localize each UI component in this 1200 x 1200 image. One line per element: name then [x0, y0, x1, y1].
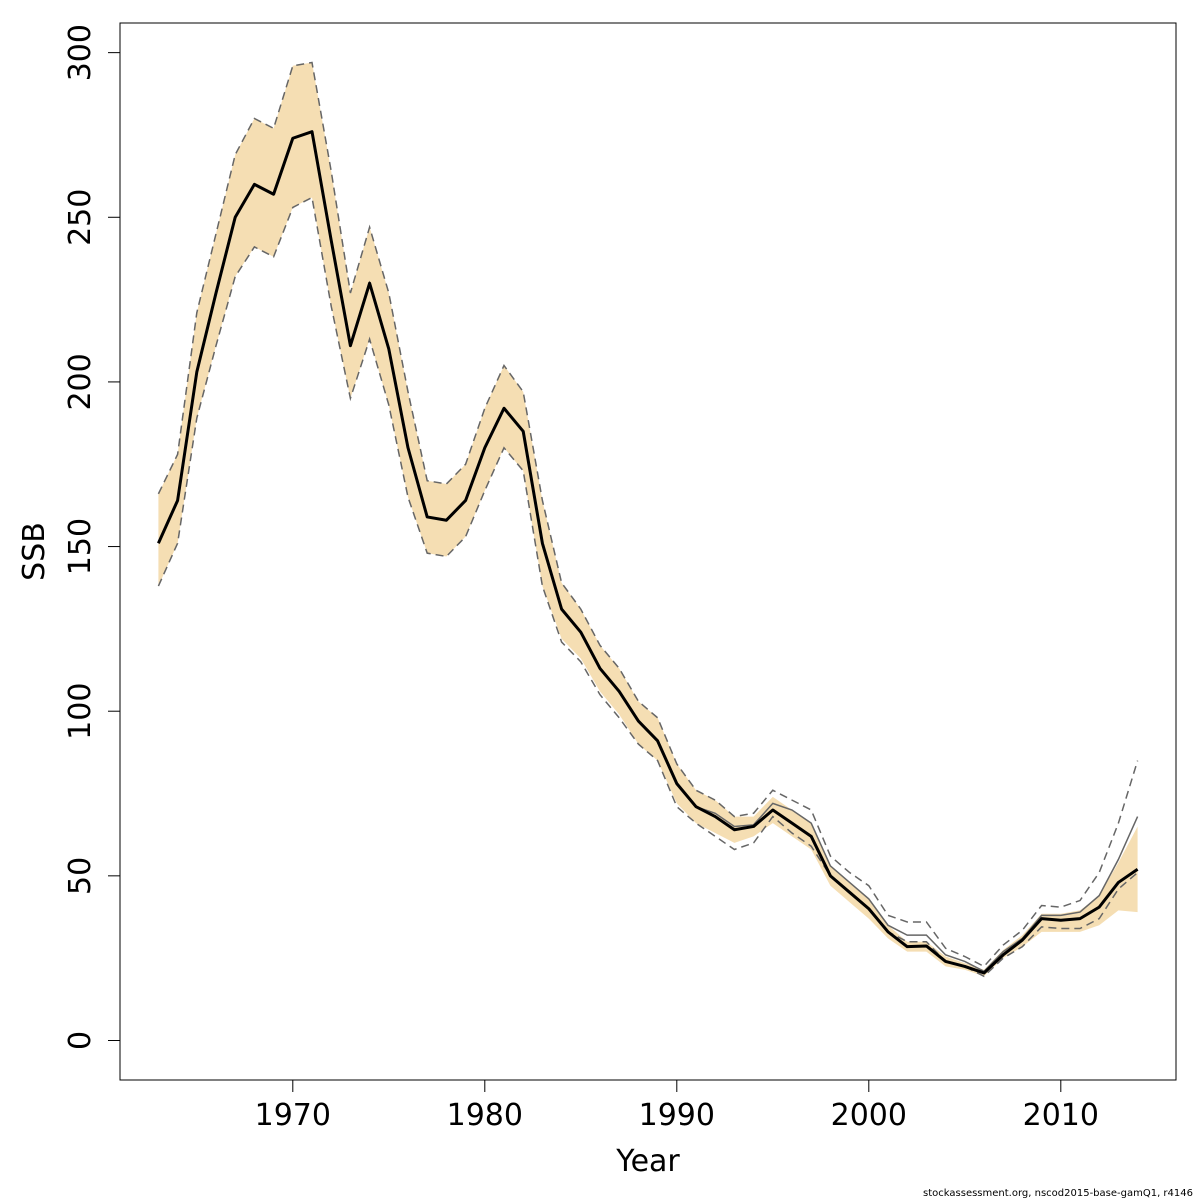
y-axis-title: SSB [17, 522, 52, 581]
x-tick-label: 1980 [447, 1098, 523, 1133]
y-tick-label: 200 [63, 353, 98, 410]
y-tick-label: 0 [63, 1031, 98, 1050]
confidence-band [158, 62, 1138, 977]
x-tick-label: 2010 [1023, 1098, 1099, 1133]
x-tick-label: 1990 [639, 1098, 715, 1133]
y-tick-label: 50 [63, 857, 98, 895]
estimate-line-layer [157, 130, 1139, 975]
x-tick-label: 2000 [831, 1098, 907, 1133]
alternate-estimate-line [157, 130, 1139, 973]
confidence-band-area [158, 62, 1138, 977]
x-tick-label: 1970 [255, 1098, 331, 1133]
footnote: stockassessment.org, nscod2015-base-gamQ… [923, 1188, 1193, 1199]
x-axis-title: Year [615, 1144, 680, 1179]
alternate-lower-ci-line [157, 196, 1139, 978]
y-tick-label: 250 [63, 189, 98, 246]
y-axis: 0 50 100 150 200 250 300 [63, 24, 120, 1050]
x-axis: 1970 1980 1990 2000 2010 [255, 1079, 1099, 1133]
y-tick-label: 150 [63, 518, 98, 575]
y-tick-label: 100 [63, 683, 98, 740]
ssb-estimate-line [157, 130, 1139, 975]
y-tick-label: 300 [63, 24, 98, 81]
alternate-upper-ci-line [157, 61, 1139, 968]
